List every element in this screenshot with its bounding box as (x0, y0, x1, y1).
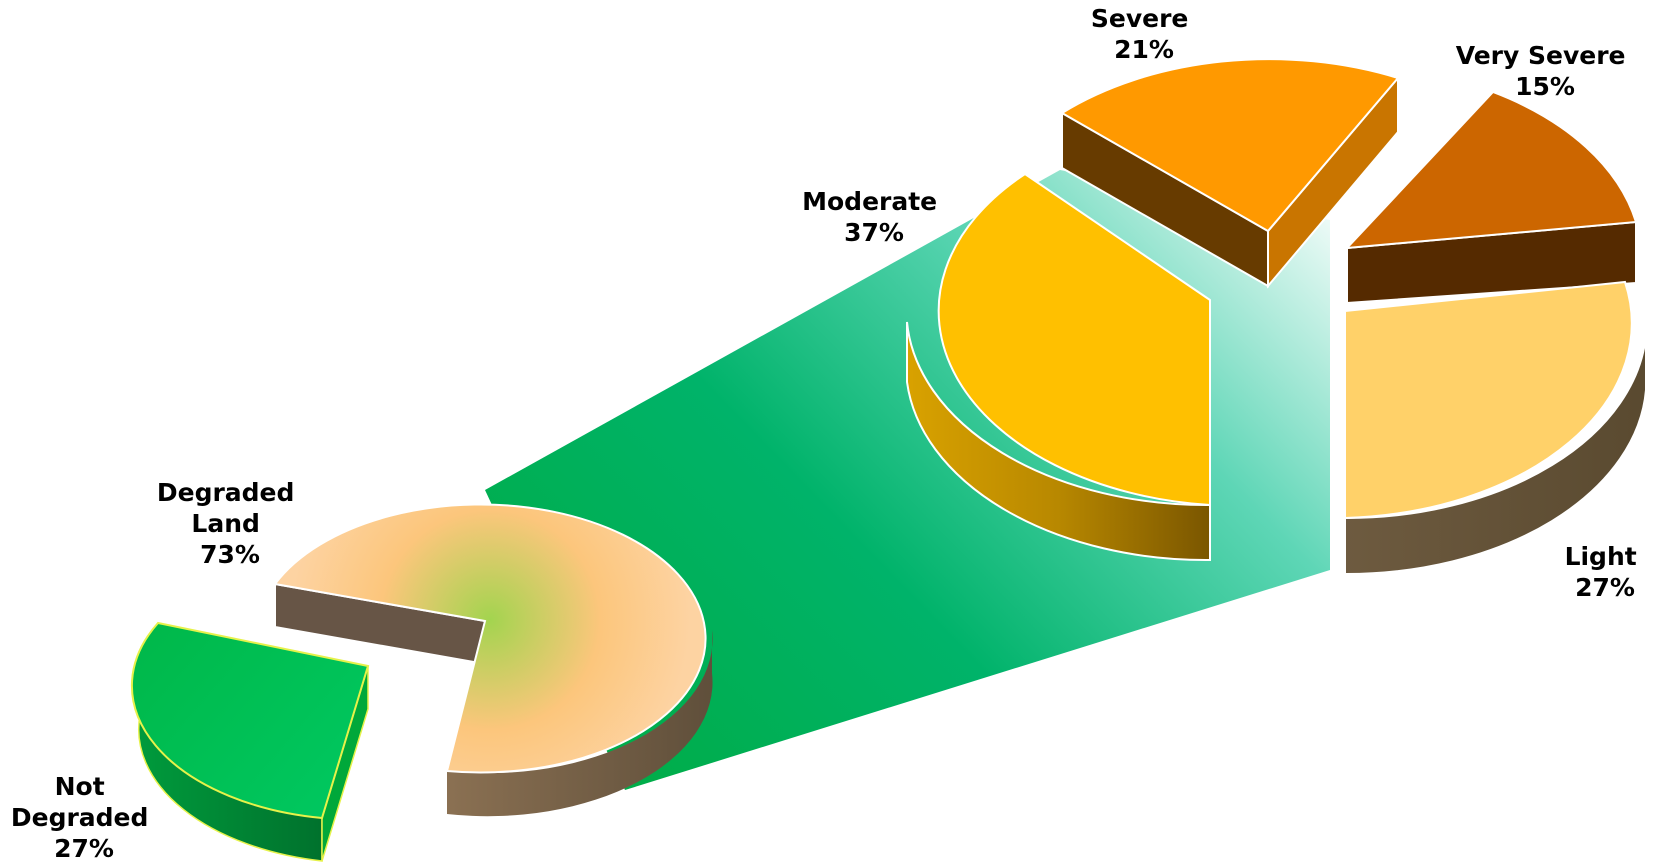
slice-light (1344, 280, 1647, 576)
label-light-line1: Light (1565, 542, 1637, 571)
slice-moderate (906, 172, 1211, 562)
label-light-percent: 27% (1575, 573, 1635, 602)
slice-moderate-top (937, 172, 1211, 507)
slice-not-degraded-top (130, 621, 370, 820)
label-severe: Severe 21% (1091, 4, 1197, 64)
slice-severe-top (1060, 58, 1400, 233)
slice-moderate-side (906, 321, 1211, 562)
label-degraded-land-line2: Land (191, 509, 260, 538)
label-moderate: Moderate 37% (802, 187, 946, 247)
label-moderate-line1: Moderate (802, 187, 937, 216)
label-moderate-percent: 37% (844, 218, 904, 247)
label-very-severe: Very Severe 15% (1456, 41, 1634, 101)
slice-degraded-land (273, 503, 713, 817)
label-severe-percent: 21% (1114, 35, 1174, 64)
slice-degraded-land-top (273, 503, 707, 774)
slice-light-side (1344, 333, 1647, 576)
label-not-degraded-percent: 27% (54, 834, 114, 863)
label-not-degraded-line1: Not (55, 772, 105, 801)
slice-severe (1060, 58, 1400, 289)
slice-very-severe-top (1344, 90, 1638, 250)
slice-not-degraded (130, 621, 370, 862)
label-very-severe-percent: 15% (1515, 72, 1575, 101)
slice-light-top (1344, 280, 1633, 520)
slice-very-severe (1344, 90, 1638, 305)
label-very-severe-line1: Very Severe (1456, 41, 1626, 70)
label-severe-line1: Severe (1091, 4, 1189, 33)
slice-degraded-land-side (447, 630, 713, 817)
label-degraded-land-line1: Degraded (157, 478, 295, 507)
label-not-degraded-line2: Degraded (11, 803, 149, 832)
label-light: Light 27% (1565, 542, 1646, 602)
label-degraded-land-percent: 73% (200, 540, 260, 569)
label-degraded-land: Degraded Land 73% (157, 478, 303, 569)
label-not-degraded: Not Degraded 27% (11, 772, 157, 863)
